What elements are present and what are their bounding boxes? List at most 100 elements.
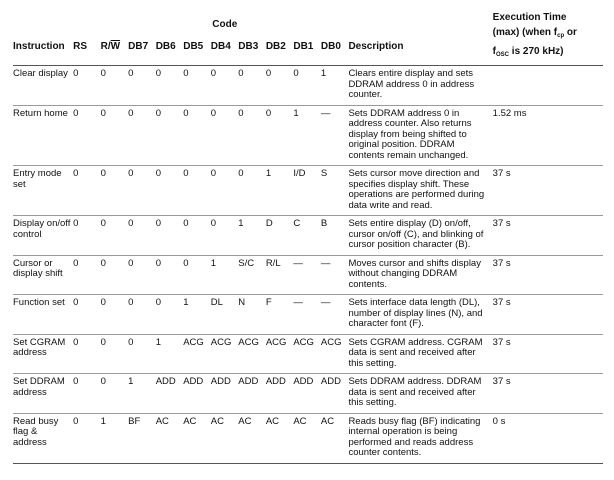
db1-column-header: DB1 xyxy=(293,40,321,66)
rs-bit-cell: 0 xyxy=(73,215,101,256)
db0-column-header: DB0 xyxy=(320,40,349,66)
exec-header-line2a: (max) (when f xyxy=(492,27,558,38)
db2-bit-cell: 0 xyxy=(265,105,294,166)
blank-header-cell xyxy=(13,10,73,40)
db6-bit-cell: AC xyxy=(155,413,184,464)
db6-bit-cell: 0 xyxy=(155,105,184,166)
db3-bit-cell: ADD xyxy=(238,373,266,414)
db6-bit-cell: 0 xyxy=(155,255,184,295)
db5-bit-cell: AC xyxy=(183,413,211,464)
db6-bit-cell: 0 xyxy=(155,215,184,256)
rw-r-label: R/ xyxy=(100,41,111,52)
db3-bit-cell: 0 xyxy=(238,65,266,106)
instruction-name-cell: Return home xyxy=(13,105,74,166)
db1-bit-cell: ADD xyxy=(293,373,321,414)
db5-bit-cell: 0 xyxy=(183,105,211,166)
execution-time-cell: 37 s xyxy=(492,373,603,414)
rw-bit-cell: 0 xyxy=(100,255,129,295)
rw-bit-cell: 0 xyxy=(100,215,129,256)
description-cell: Sets cursor move direction and specifies… xyxy=(348,165,493,216)
exec-header-line2b: or xyxy=(564,27,577,38)
db1-bit-cell: C xyxy=(293,215,321,256)
db3-column-header: DB3 xyxy=(238,40,266,66)
instruction-name-cell: Read busy flag & address xyxy=(13,413,74,464)
rs-bit-cell: 0 xyxy=(73,255,101,295)
db2-bit-cell: AC xyxy=(265,413,294,464)
instruction-name-cell: Display on/off control xyxy=(13,215,74,256)
db4-bit-cell: 0 xyxy=(210,215,239,256)
db3-bit-cell: AC xyxy=(238,413,266,464)
db0-bit-cell: — xyxy=(320,255,349,295)
db5-bit-cell: ADD xyxy=(183,373,211,414)
rw-bit-cell: 0 xyxy=(100,105,129,166)
description-cell: Reads busy flag (BF) indicating internal… xyxy=(348,413,493,464)
db1-bit-cell: — xyxy=(293,255,321,295)
db7-bit-cell: 0 xyxy=(128,65,156,106)
rw-bit-cell: 0 xyxy=(100,294,129,335)
db3-bit-cell: N xyxy=(238,294,266,335)
instruction-name-cell: Set DDRAM address xyxy=(13,373,74,414)
execution-time-cell: 37 s xyxy=(492,255,603,295)
db7-bit-cell: 0 xyxy=(128,105,156,166)
db2-column-header: DB2 xyxy=(265,40,294,66)
db2-bit-cell: ACG xyxy=(265,334,294,374)
rw-bit-cell: 0 xyxy=(100,373,129,414)
db0-bit-cell: ACG xyxy=(320,334,349,374)
instruction-rows: Clear display 0 0 0 0 0 0 0 0 0 1 Clears entire dis… xyxy=(13,65,603,464)
db4-column-header: DB4 xyxy=(210,40,239,66)
db5-bit-cell: 0 xyxy=(183,255,211,295)
db0-bit-cell: B xyxy=(320,215,349,256)
db4-bit-cell: ACG xyxy=(210,334,239,374)
execution-time-cell: 0 s xyxy=(492,413,603,464)
db4-bit-cell: ADD xyxy=(210,373,239,414)
db1-bit-cell: ACG xyxy=(293,334,321,374)
db6-bit-cell: 0 xyxy=(155,65,184,106)
description-cell: Sets DDRAM address 0 in address counter.… xyxy=(348,105,493,166)
exec-header-line3a: f xyxy=(492,46,497,57)
db3-bit-cell: S/C xyxy=(238,255,266,295)
table-row: Clear display 0 0 0 0 0 0 0 0 0 1 Clears entire dis… xyxy=(13,65,603,106)
db5-bit-cell: ACG xyxy=(183,334,211,374)
description-cell: Clears entire display and sets DDRAM add… xyxy=(348,65,493,106)
rs-bit-cell: 0 xyxy=(73,105,101,166)
db5-bit-cell: 1 xyxy=(183,294,211,335)
db3-bit-cell: 0 xyxy=(238,105,266,166)
code-header: Code xyxy=(212,18,238,30)
db6-bit-cell: ADD xyxy=(155,373,184,414)
db4-bit-cell: 1 xyxy=(210,255,239,295)
db2-bit-cell: D xyxy=(265,215,294,256)
instruction-column-header: Instruction xyxy=(13,40,74,66)
instruction-table: Code Execution Time (max) (when fcp or f… xyxy=(13,10,603,464)
instruction-name-cell: Entry mode set xyxy=(13,165,74,216)
exec-header-line3b: is 270 kHz) xyxy=(509,46,564,57)
db4-bit-cell: 0 xyxy=(210,165,239,216)
table-row: Function set 0 0 0 0 1 DL N F — — Sets interface da… xyxy=(13,294,603,335)
rs-bit-cell: 0 xyxy=(73,413,101,464)
db4-bit-cell: 0 xyxy=(210,65,239,106)
db4-bit-cell: AC xyxy=(210,413,239,464)
description-cell: Moves cursor and shifts display without … xyxy=(348,255,493,295)
table-row: Display on/off control 0 0 0 0 0 0 1 D C B Sets ent… xyxy=(13,215,603,256)
db5-bit-cell: 0 xyxy=(183,65,211,106)
db0-bit-cell: — xyxy=(320,105,349,166)
rs-bit-cell: 0 xyxy=(73,334,101,374)
db5-column-header: DB5 xyxy=(183,40,211,66)
rs-bit-cell: 0 xyxy=(73,294,101,335)
description-cell: Sets interface data length (DL), number … xyxy=(348,294,493,335)
db1-bit-cell: I/D xyxy=(293,165,321,216)
db1-bit-cell: 0 xyxy=(293,65,321,106)
db2-bit-cell: 0 xyxy=(265,65,294,106)
db1-bit-cell: — xyxy=(293,294,321,335)
db7-bit-cell: 0 xyxy=(128,294,156,335)
description-cell: Sets CGRAM address. CGRAM data is sent a… xyxy=(348,334,493,374)
description-cell: Sets DDRAM address. DDRAM data is sent a… xyxy=(348,373,493,414)
exec-header-sub-cp: cp xyxy=(557,33,565,39)
execution-time-cell: 37 s xyxy=(492,294,603,335)
table-row: Set DDRAM address 0 0 1 ADD ADD ADD ADD ADD ADD AD… xyxy=(13,373,603,414)
table-row: Set CGRAM address 0 0 0 1 ACG ACG ACG ACG ACG ACG S… xyxy=(13,334,603,374)
db4-bit-cell: 0 xyxy=(210,105,239,166)
db2-bit-cell: R/L xyxy=(265,255,294,295)
db0-bit-cell: AC xyxy=(320,413,349,464)
execution-time-cell xyxy=(492,65,603,106)
db7-bit-cell: BF xyxy=(128,413,156,464)
